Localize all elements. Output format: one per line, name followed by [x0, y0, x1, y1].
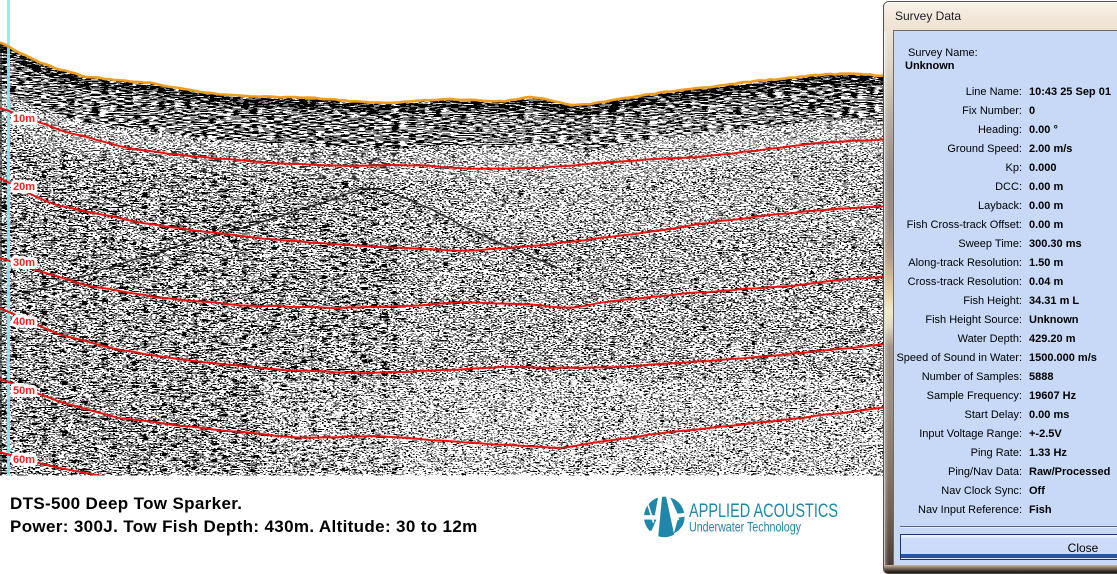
svg-text:50m: 50m: [13, 385, 35, 397]
svg-text:Underwater Technology: Underwater Technology: [689, 519, 801, 535]
svg-text:30m: 30m: [13, 257, 35, 269]
svg-text:APPLIED ACOUSTICS: APPLIED ACOUSTICS: [689, 501, 838, 522]
svg-text:60m: 60m: [13, 454, 35, 466]
svg-text:40m: 40m: [13, 316, 35, 328]
svg-text:20m: 20m: [13, 181, 35, 193]
svg-text:10m: 10m: [13, 113, 35, 125]
